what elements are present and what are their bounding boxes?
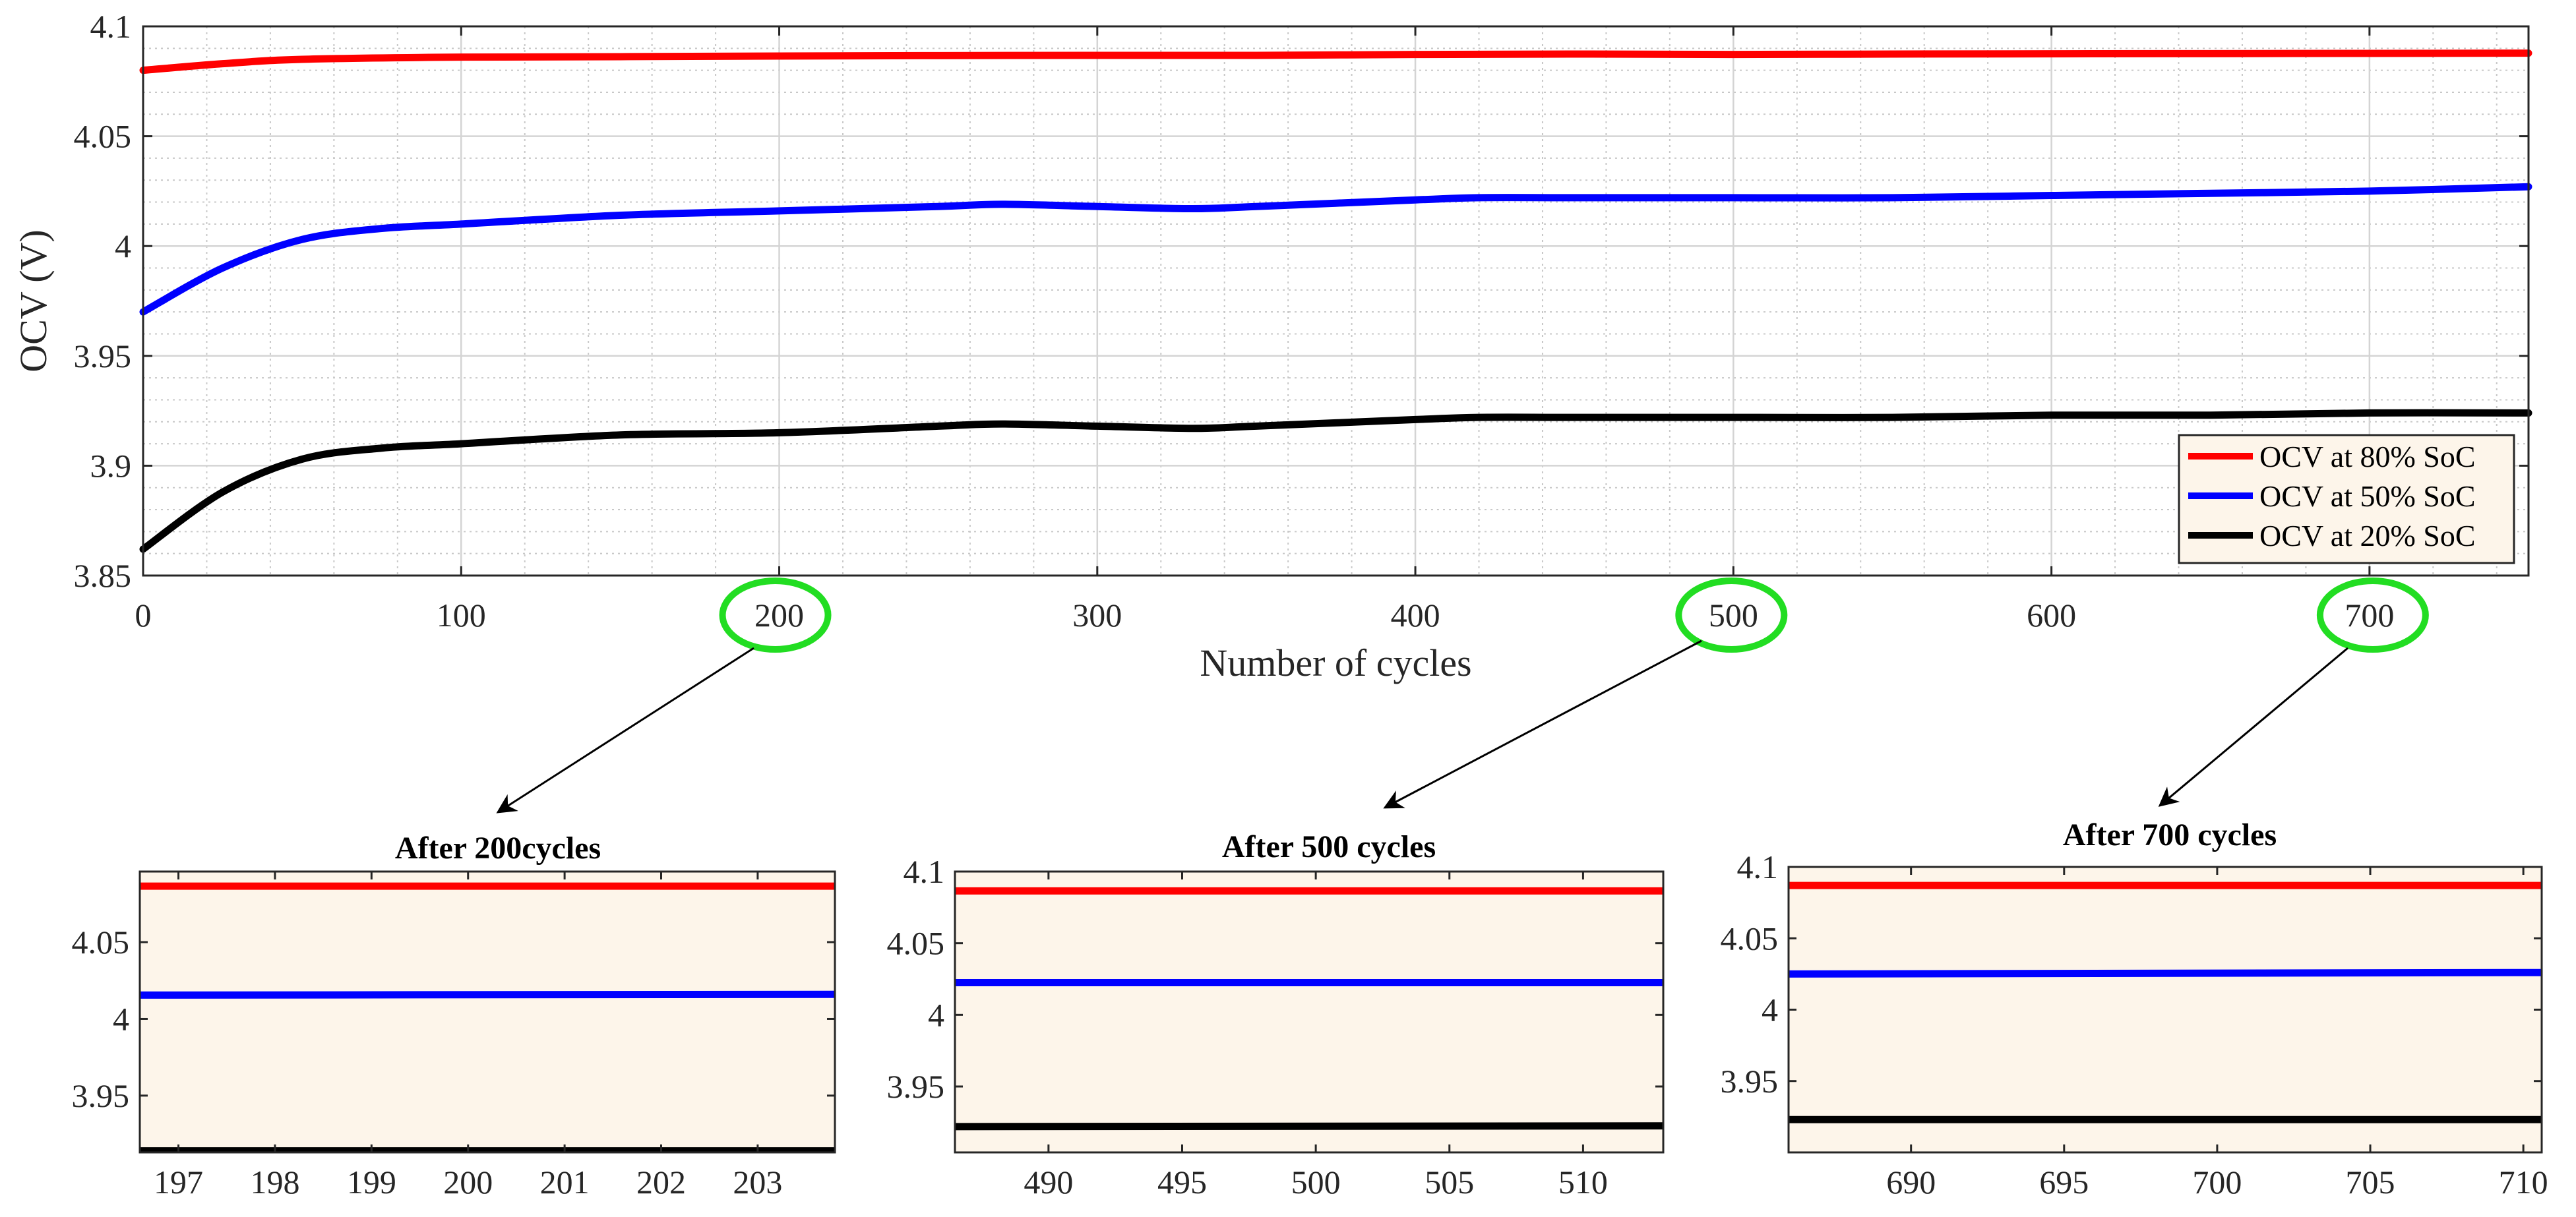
- inset-x-tick-label: 198: [250, 1164, 299, 1201]
- highlight-circle-0: [719, 578, 832, 653]
- inset-x-tick-label: 505: [1425, 1164, 1474, 1201]
- inset-chart-1: 490 495 500 505 510 3.95 4 4.05 4.1 After 500 cyc…: [887, 829, 1665, 1201]
- x-tick-label: 700: [2345, 597, 2394, 634]
- inset-line-2: [955, 1122, 1663, 1131]
- y-tick-label: 3.85: [74, 557, 132, 594]
- inset-y-tick-label: 4: [1762, 992, 1778, 1028]
- inset-x-tick-label: 705: [2346, 1164, 2395, 1201]
- inset-plot-area: [1789, 867, 2542, 1152]
- inset-y-tick-label: 4.05: [72, 924, 130, 961]
- legend-label-2: OCV at 20% SoC: [2259, 519, 2476, 552]
- highlight-circle-1: [1675, 578, 1788, 653]
- main-chart: 0 100 200 300 400 500 600 700 3.85 3.9 3.95 4 4.05 4.…: [12, 8, 2532, 684]
- inset-title: After 700 cycles: [2063, 817, 2277, 852]
- x-axis-label: Number of cycles: [1200, 641, 1471, 684]
- inset-lines: [140, 882, 835, 1152]
- inset-x-tick-label: 710: [2499, 1164, 2548, 1201]
- inset-y-tick-label: 4: [113, 1000, 129, 1037]
- y-tick-label: 3.95: [74, 338, 132, 374]
- inset-x-tick-label: 695: [2039, 1164, 2089, 1201]
- highlights: [719, 578, 2429, 653]
- y-tick-label: 3.9: [90, 447, 132, 484]
- y-tick-label: 4: [115, 227, 131, 264]
- x-tick-label: 200: [754, 597, 804, 634]
- inset-plot-area: [140, 872, 835, 1152]
- x-tick-label: 100: [437, 597, 486, 634]
- x-tick-label: 500: [1709, 597, 1758, 634]
- inset-x-tick-label: 700: [2192, 1164, 2242, 1201]
- y-tick-label: 4.1: [90, 8, 132, 45]
- inset-y-tick-label: 4.05: [887, 925, 945, 962]
- inset-lines: [955, 887, 1663, 1131]
- inset-y-tick-label: 3.95: [72, 1077, 130, 1114]
- series-line-1: [139, 183, 2532, 316]
- highlight-circle-2: [2316, 578, 2429, 653]
- inset-y-tick-label: 4.1: [1737, 848, 1779, 885]
- legend-label-0: OCV at 80% SoC: [2259, 440, 2476, 473]
- arrow-2: [2158, 647, 2348, 807]
- inset-x-tick-label: 510: [1558, 1164, 1608, 1201]
- inset-x-tick-label: 202: [636, 1164, 686, 1201]
- main-axes-frame: [142, 25, 2530, 577]
- inset-chart-2: 690 695 700 705 710 3.95 4 4.05 4.1 After 700 cyc…: [1721, 817, 2548, 1201]
- inset-x-tick-label: 495: [1157, 1164, 1207, 1201]
- inset-y-tick-label: 3.95: [887, 1068, 945, 1105]
- y-tick-label: 4.05: [74, 118, 132, 155]
- inset-y-tick-label: 3.95: [1721, 1063, 1779, 1100]
- minor-grid: [143, 26, 2529, 576]
- inset-y-tick-label: 4.1: [904, 853, 945, 890]
- inset-title: After 200cycles: [395, 831, 601, 866]
- inset-x-tick-label: 203: [733, 1164, 782, 1201]
- inset-y-tick-label: 4: [928, 996, 944, 1033]
- inset-x-tick-label: 690: [1886, 1164, 1936, 1201]
- inset-x-tick-label: 201: [540, 1164, 590, 1201]
- inset-title: After 500 cycles: [1222, 829, 1436, 864]
- inset-x-tick-label: 199: [347, 1164, 396, 1201]
- series-group: [139, 49, 2532, 553]
- inset-plot-area: [955, 872, 1663, 1152]
- inset-line-1: [1789, 968, 2542, 978]
- x-tick-label: 0: [135, 597, 152, 634]
- x-tick-label: 600: [2027, 597, 2076, 634]
- inset-x-tick-label: 200: [443, 1164, 493, 1201]
- inset-lines: [1789, 881, 2542, 1123]
- inset-chart-0: 197 198 199 200 201 202 203 3.95 4 4.05 After 200c…: [72, 831, 836, 1201]
- inset-x-tick-label: 197: [154, 1164, 203, 1201]
- inset-frame: [954, 870, 1665, 1154]
- inset-y-tick-label: 4.05: [1721, 920, 1779, 957]
- arrow-0: [496, 647, 754, 814]
- x-tick-label: 400: [1391, 597, 1440, 634]
- arrow-1: [1383, 639, 1702, 809]
- inset-x-tick-label: 490: [1024, 1164, 1073, 1201]
- main-plot-area: [143, 26, 2529, 576]
- legend-label-1: OCV at 50% SoC: [2259, 479, 2476, 513]
- legend: OCV at 80% SoC OCV at 50% SoC OCV at 20% S…: [2178, 434, 2515, 564]
- series-line-2: [139, 409, 2532, 553]
- series-line-0: [139, 49, 2532, 74]
- y-axis-label: OCV (V): [12, 229, 55, 372]
- inset-x-tick-label: 500: [1291, 1164, 1341, 1201]
- inset-frame: [138, 870, 836, 1154]
- inset-line-1: [140, 990, 835, 999]
- x-tick-label: 300: [1072, 597, 1122, 634]
- main-ticks: 0 100 200 300 400 500 600 700 3.85 3.9 3.95 4 4.05 4.…: [74, 8, 2529, 634]
